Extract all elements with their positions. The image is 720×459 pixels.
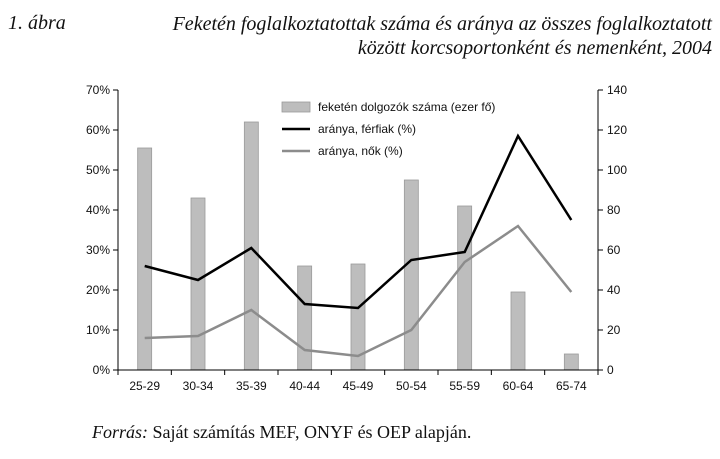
x-tick-label: 25-29 [129,379,160,393]
legend-label: aránya, nők (%) [318,144,403,158]
x-tick-label: 30-34 [183,379,214,393]
x-tick-label: 65-74 [556,379,587,393]
lines-layer [144,133,573,358]
right-tick-label: 100 [607,163,627,177]
bar-55-59 [457,205,473,371]
chart-title-line-1: Feketén foglalkoztatottak száma és arány… [172,13,712,35]
bar-60-64 [510,291,526,371]
figure-label: 1. ábra [8,12,66,34]
bar-35-39 [243,121,259,371]
chart-title: Feketén foglalkoztatottak száma és arány… [100,12,712,60]
right-tick-label: 0 [607,363,614,377]
left-tick-label: 40% [86,203,110,217]
x-tick-label: 50-54 [396,379,427,393]
legend-swatch-bars [281,101,311,113]
left-tick-label: 30% [86,243,110,257]
right-tick-label: 120 [607,123,627,137]
bar-30-34 [190,197,206,371]
x-tick-label: 55-59 [449,379,480,393]
bar-50-54 [403,179,419,371]
bar-65-74 [563,353,579,371]
axes-layer: 0% 10% 20% 30% 40% 50% 60% 70% 0 20 40 60 80 100 120 14… [86,83,627,393]
left-tick-label: 10% [86,323,110,337]
left-tick-label: 50% [86,163,110,177]
left-tick-label: 20% [86,283,110,297]
right-tick-label: 140 [607,83,627,97]
legend: feketén dolgozók száma (ezer fő) aránya, … [281,100,495,158]
x-tick-label: 40-44 [289,379,320,393]
source-label: Forrás: [92,422,149,442]
x-tick-label: 45-49 [343,379,374,393]
x-tick-label: 35-39 [236,379,267,393]
source-note: Forrás: Saját számítás MEF, ONYF és OEP … [92,422,471,443]
bar-40-44 [297,265,313,371]
chart-title-line-2: között korcsoportonként és nemenként, 20… [357,37,712,59]
legend-label: feketén dolgozók száma (ezer fő) [318,100,495,114]
left-tick-label: 60% [86,123,110,137]
right-tick-label: 60 [607,243,621,257]
x-tick-label: 60-64 [503,379,534,393]
right-tick-label: 40 [607,283,621,297]
line-series-men [144,133,573,310]
legend-label: aránya, férfiak (%) [318,122,416,136]
left-tick-label: 70% [86,83,110,97]
line-series-women [144,224,573,358]
right-tick-label: 80 [607,203,621,217]
right-tick-label: 20 [607,323,621,337]
left-tick-label: 0% [93,363,111,377]
source-text: Saját számítás MEF, ONYF és OEP alapján. [152,422,472,442]
